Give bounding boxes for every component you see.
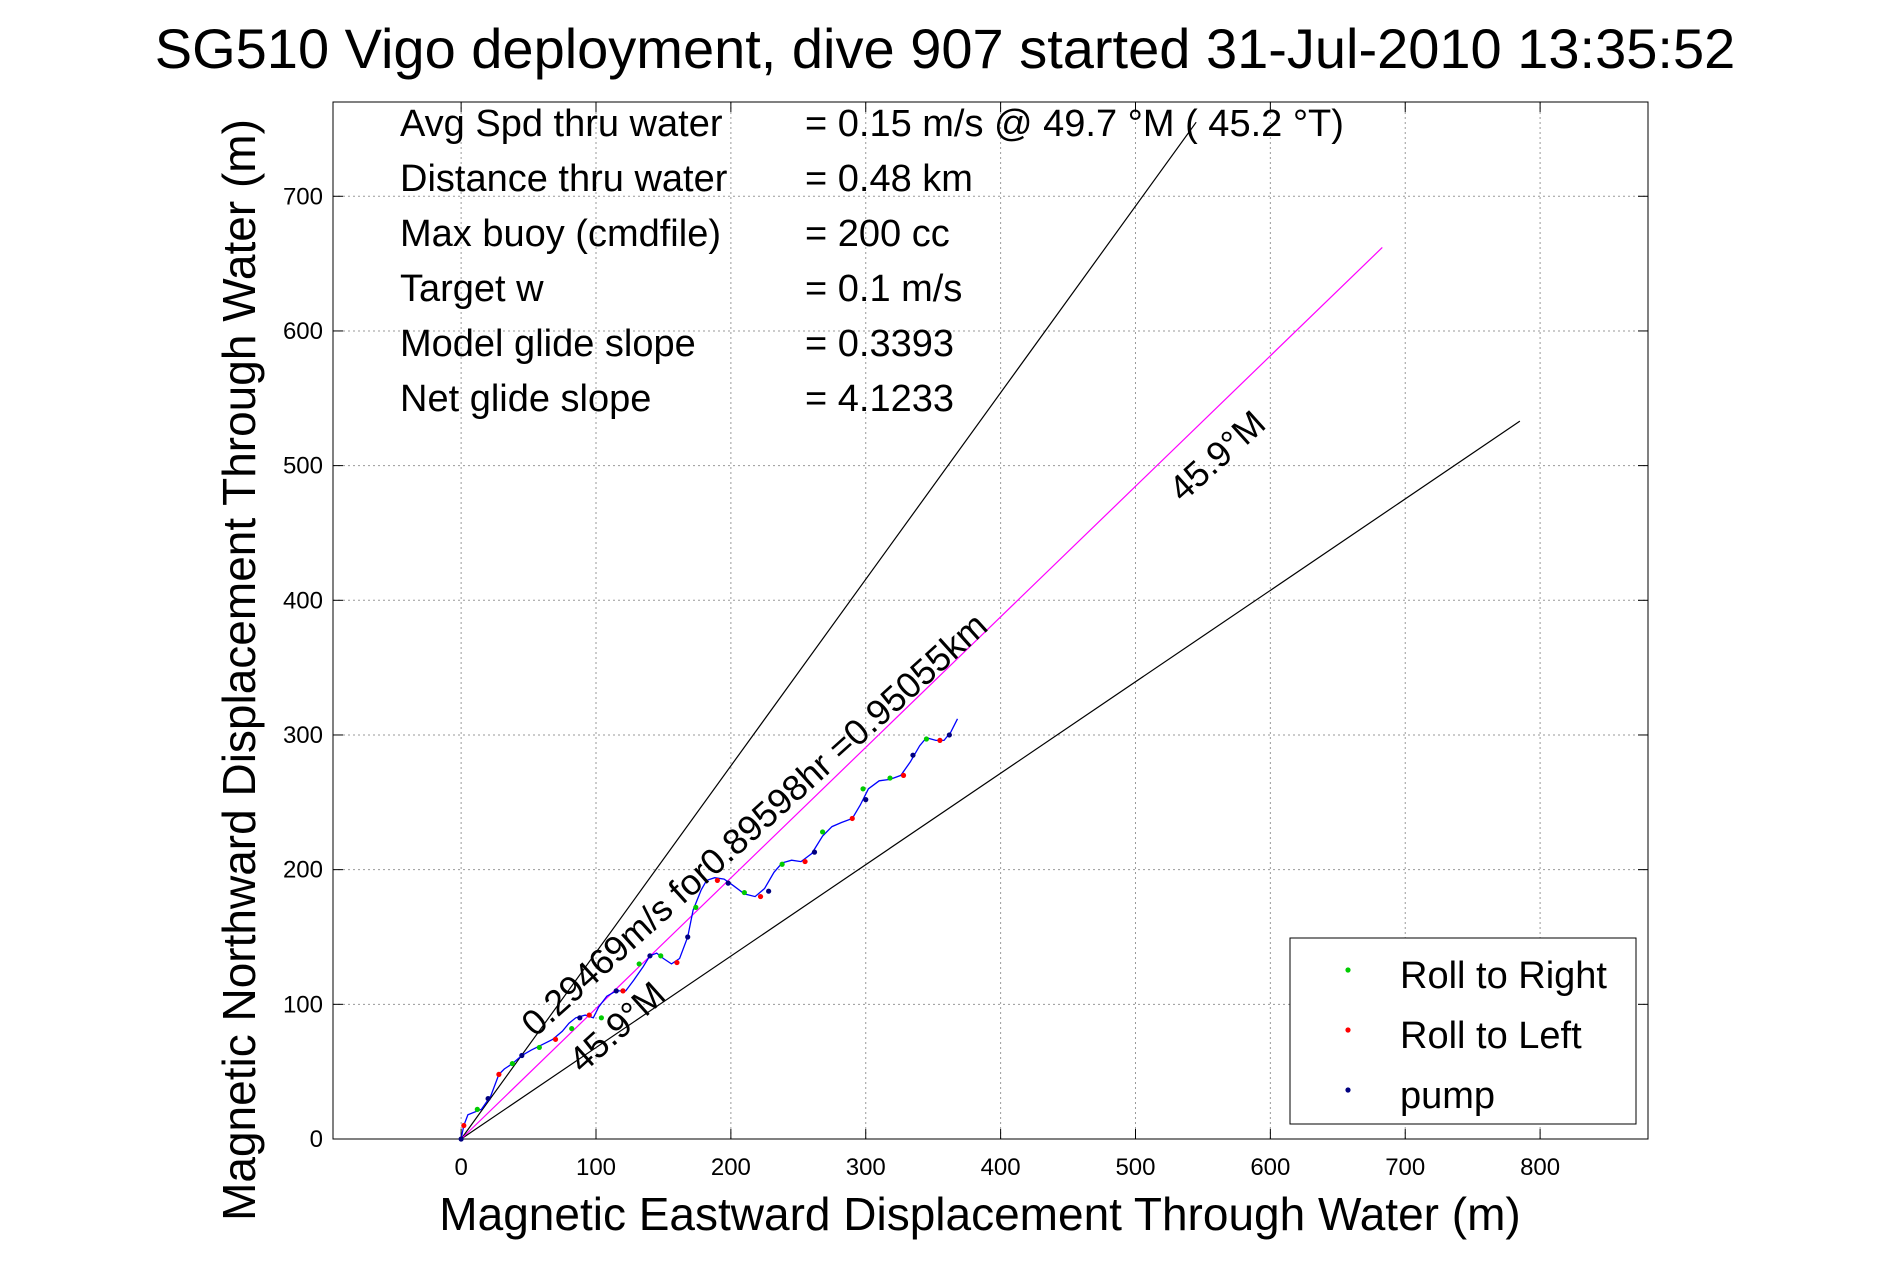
data-point — [552, 1036, 559, 1042]
data-point — [458, 1136, 464, 1142]
data-point — [819, 829, 826, 835]
data-point — [741, 889, 747, 896]
data-point — [685, 934, 691, 940]
info-value: = 4.1233 — [805, 378, 954, 420]
data-point — [674, 959, 680, 966]
y-tick-label: 100 — [283, 991, 323, 1018]
y-tick-labels: 0 100 200 300 400 500 600 700 — [283, 183, 323, 1153]
data-point — [658, 953, 664, 959]
data-point — [636, 961, 642, 967]
data-point — [923, 736, 930, 742]
data-point — [693, 904, 699, 910]
data-point — [485, 1095, 491, 1102]
y-axis-label: Magnetic Northward Displacement Through … — [213, 119, 265, 1221]
data-point — [725, 880, 731, 886]
x-tick-label: 300 — [846, 1154, 886, 1181]
data-point — [474, 1106, 480, 1112]
x-axis-label: Magnetic Eastward Displacement Through W… — [439, 1188, 1520, 1240]
data-point — [779, 861, 785, 867]
info-value: = 0.3393 — [805, 323, 954, 365]
legend-marker — [1345, 967, 1351, 973]
data-point — [586, 1012, 592, 1018]
data-point — [887, 775, 893, 781]
x-tick-label: 600 — [1250, 1154, 1290, 1181]
y-tick-label: 600 — [283, 318, 323, 345]
data-point — [766, 888, 772, 894]
info-label: Model glide slope — [400, 323, 696, 365]
data-point — [849, 815, 855, 822]
y-tick-label: 400 — [283, 587, 323, 614]
data-point — [496, 1071, 502, 1077]
info-label: Max buoy (cmdfile) — [400, 213, 721, 255]
plot-area — [332, 101, 1649, 1140]
data-point — [910, 752, 916, 758]
info-value: = 0.48 km — [805, 158, 973, 200]
info-value: = 0.15 m/s @ 49.7 °M ( 45.2 °T) — [805, 103, 1344, 145]
data-point — [598, 1015, 604, 1021]
x-tick-label: 200 — [711, 1154, 751, 1181]
reference-line — [460, 420, 1521, 1140]
data-point — [577, 1015, 583, 1021]
info-panel: Avg Spd thru water = 0.15 m/s @ 49.7 °M (… — [400, 103, 1344, 420]
reference-line — [460, 121, 1197, 1140]
data-point — [860, 786, 866, 792]
data-point — [757, 893, 764, 900]
data-point — [937, 737, 943, 743]
data-point — [811, 849, 818, 855]
glider-track — [460, 718, 959, 1140]
y-tick-label: 300 — [283, 722, 323, 749]
data-points — [458, 732, 952, 1142]
data-point — [519, 1052, 525, 1059]
annotation-label: 45.9°M — [1161, 402, 1273, 509]
y-tick-label: 700 — [283, 183, 323, 210]
data-point — [900, 772, 907, 778]
x-tick-label: 800 — [1520, 1154, 1560, 1181]
legend-entry: Roll to Right — [1400, 955, 1607, 997]
data-point — [613, 988, 619, 994]
data-point — [461, 1122, 467, 1129]
info-value: = 0.1 m/s — [805, 268, 962, 310]
legend: Roll to Right Roll to Left pump — [1289, 937, 1637, 1125]
data-point — [509, 1060, 515, 1067]
info-label: Distance thru water — [400, 158, 728, 200]
chart-title: SG510 Vigo deployment, dive 907 started … — [155, 17, 1736, 80]
legend-entry: Roll to Left — [1400, 1015, 1582, 1057]
y-tick-label: 200 — [283, 857, 323, 884]
x-tick-label: 700 — [1385, 1154, 1425, 1181]
legend-marker — [1345, 1087, 1351, 1093]
data-point — [536, 1044, 542, 1051]
x-tick-label: 400 — [981, 1154, 1021, 1181]
legend-entry: pump — [1400, 1075, 1495, 1117]
y-tick-label: 500 — [283, 453, 323, 480]
data-point — [946, 732, 952, 738]
x-tick-label: 100 — [576, 1154, 616, 1181]
track-line — [460, 718, 959, 1140]
info-value: = 200 cc — [805, 213, 950, 255]
data-point — [569, 1025, 575, 1032]
y-tick-label: 0 — [310, 1126, 323, 1153]
info-label: Target w — [400, 268, 544, 310]
annotation-label: 0.29469m/s for0.89598hr =0.95055km — [513, 604, 995, 1044]
data-point — [714, 877, 720, 884]
data-point — [620, 988, 626, 994]
data-point — [647, 953, 653, 959]
x-tick-labels: 0 100 200 300 400 500 600 700 800 — [454, 1154, 1560, 1181]
legend-marker — [1345, 1027, 1351, 1033]
data-point — [802, 858, 808, 865]
data-point — [863, 797, 869, 803]
info-label: Avg Spd thru water — [400, 103, 723, 145]
x-tick-label: 500 — [1115, 1154, 1155, 1181]
info-label: Net glide slope — [400, 378, 651, 420]
x-tick-label: 0 — [454, 1154, 467, 1181]
